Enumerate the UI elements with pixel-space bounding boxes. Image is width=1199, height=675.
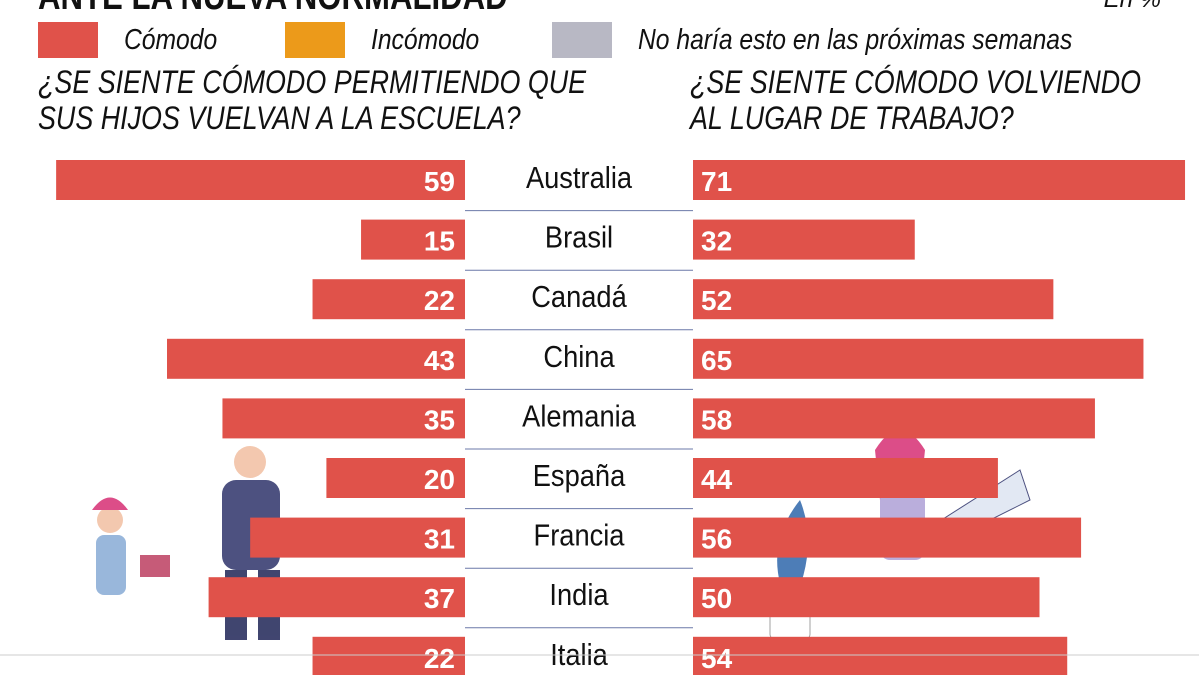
data-label-right: 65 bbox=[701, 345, 732, 376]
data-label-right: 71 bbox=[701, 166, 732, 197]
legend-item-incomodo: Incómodo bbox=[285, 22, 498, 58]
bar-right-españa bbox=[693, 458, 998, 498]
bar-left-francia bbox=[250, 517, 465, 558]
bar-right-australia bbox=[693, 160, 1186, 200]
category-label: Canadá bbox=[531, 281, 627, 315]
question-line: AL LUGAR DE TRABAJO? bbox=[690, 100, 1014, 136]
data-label-left: 37 bbox=[424, 583, 455, 614]
bar-right-francia bbox=[693, 517, 1082, 558]
data-label-right: 56 bbox=[701, 524, 732, 555]
data-label-left: 35 bbox=[424, 404, 455, 435]
category-label: Brasil bbox=[545, 221, 613, 255]
bar-left-brasil bbox=[361, 219, 465, 260]
chart-title: ANTE LA NUEVA NORMALIDAD bbox=[38, 0, 508, 19]
bar-left-canadá bbox=[312, 279, 465, 320]
bar-left-china bbox=[167, 338, 465, 379]
data-label-left: 43 bbox=[424, 345, 455, 376]
data-label-left: 22 bbox=[424, 643, 455, 674]
bar-right-china bbox=[693, 338, 1144, 379]
category-label: Australia bbox=[526, 161, 633, 195]
data-label-right: 52 bbox=[701, 285, 732, 316]
bar-right-brasil bbox=[693, 219, 915, 260]
bar-right-canadá bbox=[693, 279, 1054, 320]
legend-label: No haría esto en las próximas semanas bbox=[638, 23, 1073, 56]
legend-label: Incómodo bbox=[371, 23, 480, 56]
data-label-left: 22 bbox=[424, 285, 455, 316]
bar-left-india bbox=[208, 577, 465, 618]
bar-left-italia bbox=[312, 636, 465, 675]
category-label: Alemania bbox=[522, 400, 636, 434]
right-chart-question: ¿SE SIENTE CÓMODO VOLVIENDO AL LUGAR DE … bbox=[690, 64, 1141, 136]
unit-label: En % bbox=[1104, 0, 1161, 14]
legend-swatch bbox=[552, 22, 612, 58]
bar-left-australia bbox=[56, 160, 465, 200]
question-line: SUS HIJOS VUELVAN A LA ESCUELA? bbox=[38, 100, 521, 136]
left-chart-question: ¿SE SIENTE CÓMODO PERMITIENDO QUE SUS HI… bbox=[38, 64, 586, 136]
data-label-left: 15 bbox=[424, 226, 455, 257]
legend-item-comodo: Cómodo bbox=[38, 22, 234, 58]
data-label-right: 50 bbox=[701, 583, 732, 614]
category-label: España bbox=[533, 459, 626, 493]
question-line: ¿SE SIENTE CÓMODO PERMITIENDO QUE bbox=[38, 64, 587, 100]
bar-left-españa bbox=[326, 458, 465, 498]
bar-right-italia bbox=[693, 636, 1068, 675]
bar-left-alemania bbox=[222, 398, 465, 439]
category-label: China bbox=[543, 340, 615, 374]
data-label-right: 32 bbox=[701, 226, 732, 257]
data-label-right: 58 bbox=[701, 404, 732, 435]
bar-right-india bbox=[693, 577, 1040, 618]
data-label-right: 54 bbox=[701, 643, 733, 674]
legend-swatch bbox=[285, 22, 345, 58]
legend-item-no-haria: No haría esto en las próximas semanas bbox=[552, 22, 1149, 58]
data-label-left: 59 bbox=[424, 166, 455, 197]
data-label-left: 20 bbox=[424, 464, 455, 495]
bar-right-alemania bbox=[693, 398, 1095, 439]
question-line: ¿SE SIENTE CÓMODO VOLVIENDO bbox=[690, 64, 1142, 100]
data-label-left: 31 bbox=[424, 524, 455, 555]
category-label: Francia bbox=[534, 519, 626, 553]
legend-label: Cómodo bbox=[124, 23, 218, 56]
legend-swatch bbox=[38, 22, 98, 58]
data-label-right: 44 bbox=[701, 464, 733, 495]
category-label: India bbox=[549, 579, 609, 613]
